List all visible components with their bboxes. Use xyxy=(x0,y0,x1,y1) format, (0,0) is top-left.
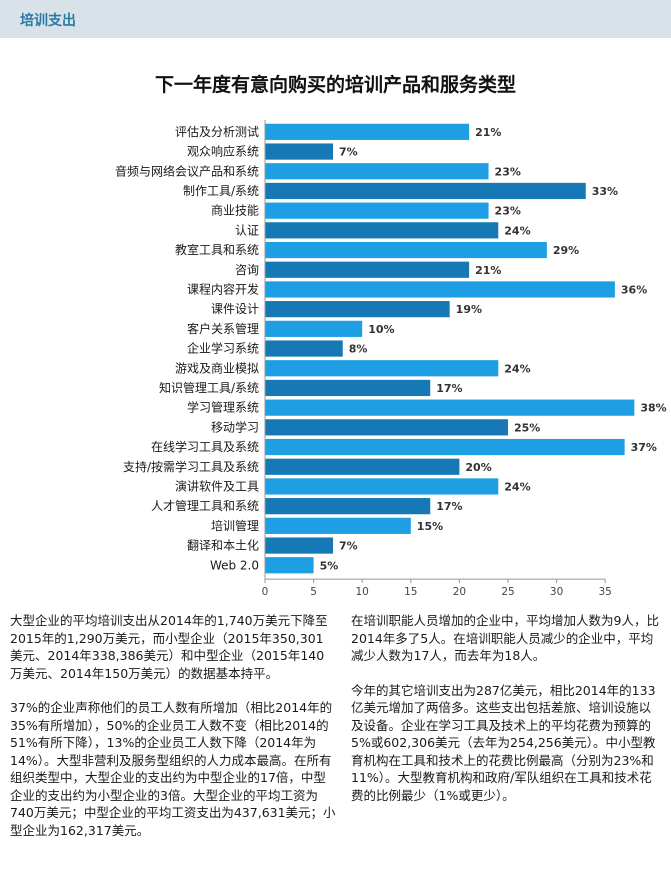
right-paragraph: 今年的其它培训支出为287亿美元，相比2014年的133亿美元增加了两倍多。这些… xyxy=(351,682,656,803)
data-label: 17% xyxy=(436,500,462,513)
data-label: 29% xyxy=(553,244,579,257)
data-label: 19% xyxy=(456,303,482,316)
chart-title: 下一年度有意向购买的培训产品和服务类型 xyxy=(154,74,516,96)
data-label: 7% xyxy=(339,540,358,553)
x-tick-label: 20 xyxy=(453,586,466,598)
x-tick-label: 35 xyxy=(599,586,612,598)
category-label: 评估及分析测试 xyxy=(175,124,259,139)
data-label: 33% xyxy=(592,185,618,198)
category-label: 商业技能 xyxy=(211,203,259,218)
left-paragraph: 大型企业的平均培训支出从2014年的1,740万美元下降至2015年的1,290… xyxy=(10,613,328,681)
data-label: 8% xyxy=(349,343,368,356)
category-label: 培训管理 xyxy=(211,518,259,533)
bar xyxy=(265,123,470,140)
data-label: 21% xyxy=(475,126,501,139)
section-header: 培训支出 xyxy=(0,0,671,38)
data-label: 24% xyxy=(504,224,530,237)
category-label: 客户关系管理 xyxy=(187,321,259,336)
bar xyxy=(265,320,363,337)
category-label: 咨询 xyxy=(235,262,259,277)
category-label: 移动学习 xyxy=(211,419,259,434)
data-label: 25% xyxy=(514,421,540,434)
category-label: 翻译和本土化 xyxy=(187,539,259,553)
left-paragraph: 37%的企业声称他们的员工人数有所增加（相比2014年的35%有所增加），50%… xyxy=(10,700,336,838)
data-label: 21% xyxy=(475,264,501,277)
category-label: 制作工具/系统 xyxy=(183,184,259,198)
bar xyxy=(265,379,431,397)
x-tick-label: 30 xyxy=(550,586,563,598)
data-label: 24% xyxy=(504,362,530,375)
bar xyxy=(265,340,343,357)
category-label: 音频与网络会议产品和系统 xyxy=(115,163,259,178)
text-column-right: 在培训职能人员增加的企业中，平均增加人数为9人，比2014年多了5人。在培训职能… xyxy=(351,612,663,821)
data-label: 36% xyxy=(621,283,647,296)
data-label: 20% xyxy=(465,461,491,474)
bar xyxy=(265,182,586,200)
category-label: 课程内容开发 xyxy=(187,281,259,296)
data-label: 37% xyxy=(631,441,657,454)
bar xyxy=(265,478,499,495)
category-label: 课件设计 xyxy=(211,302,259,316)
bar xyxy=(265,517,411,534)
bar xyxy=(265,399,635,416)
x-tick-label: 10 xyxy=(356,586,369,598)
bar xyxy=(265,360,499,377)
bar xyxy=(265,241,547,259)
bar-chart: 评估及分析测试 21% 观众响应系统 7% 音频与网络会议产品和系统 23% 制作工具/系统… xyxy=(115,120,667,598)
category-label: Web 2.0 xyxy=(210,558,259,572)
category-label: 人才管理工具和系统 xyxy=(151,498,259,513)
bar xyxy=(265,419,508,436)
bar xyxy=(265,261,470,278)
category-label: 认证 xyxy=(235,223,259,237)
text-column-left: 大型企业的平均培训支出从2014年的1,740万美元下降至2015年的1,290… xyxy=(10,612,336,856)
bar xyxy=(265,537,334,554)
x-tick-label: 5 xyxy=(310,586,317,598)
category-label: 知识管理工具/系统 xyxy=(159,380,259,395)
category-label: 支持/按需学习工具及系统 xyxy=(123,459,259,474)
bar xyxy=(265,222,499,239)
x-tick-label: 0 xyxy=(262,586,269,598)
category-label: 在线学习工具及系统 xyxy=(151,439,259,454)
x-tick-label: 25 xyxy=(501,586,514,598)
data-label: 15% xyxy=(417,520,443,533)
data-label: 5% xyxy=(320,559,339,572)
data-label: 23% xyxy=(495,205,521,218)
category-label: 观众响应系统 xyxy=(187,144,259,159)
x-tick-label: 15 xyxy=(404,586,417,598)
bar xyxy=(265,202,489,219)
data-label: 23% xyxy=(495,165,521,178)
data-label: 7% xyxy=(339,146,358,159)
section-label: 培训支出 xyxy=(20,13,76,29)
bar xyxy=(265,458,460,475)
data-label: 17% xyxy=(436,382,462,395)
data-label: 24% xyxy=(504,480,530,493)
data-label: 10% xyxy=(368,323,394,336)
category-label: 游戏及商业模拟 xyxy=(175,360,259,375)
category-label: 企业学习系统 xyxy=(187,341,259,356)
bar xyxy=(265,301,450,318)
bar xyxy=(265,143,334,160)
data-label: 38% xyxy=(640,402,666,415)
bar xyxy=(265,498,431,515)
bar xyxy=(265,163,489,180)
category-label: 学习管理系统 xyxy=(187,400,259,415)
category-label: 演讲软件及工具 xyxy=(175,478,259,493)
bar xyxy=(265,438,625,456)
bar xyxy=(265,281,615,298)
bar xyxy=(265,557,314,574)
category-label: 教室工具和系统 xyxy=(175,242,259,257)
right-paragraph: 在培训职能人员增加的企业中，平均增加人数为9人，比2014年多了5人。在培训职能… xyxy=(351,613,659,663)
